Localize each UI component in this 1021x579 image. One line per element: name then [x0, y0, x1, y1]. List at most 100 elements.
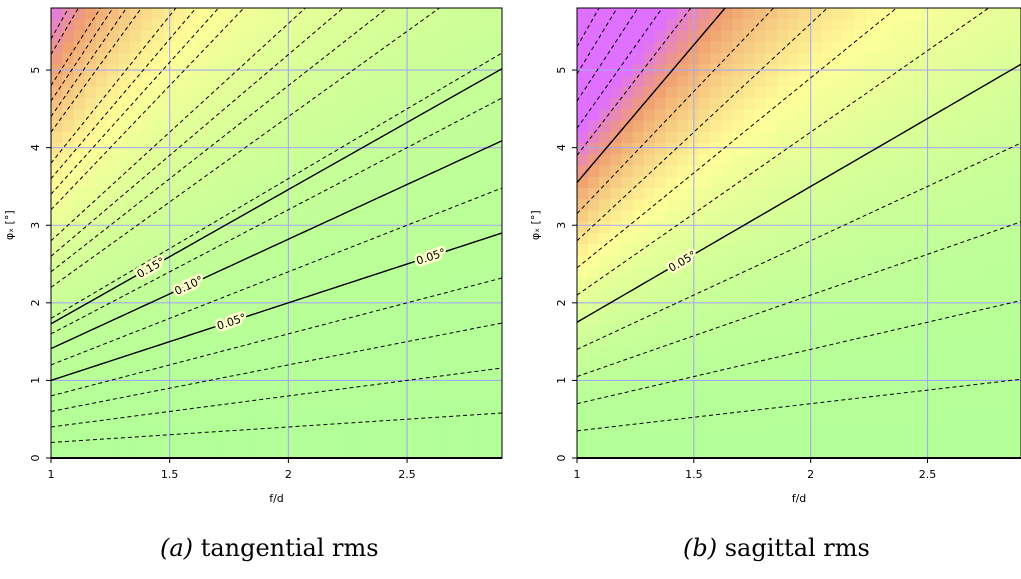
heatmap-cell [776, 131, 789, 144]
heatmap-cell [799, 131, 811, 144]
heatmap-cell [276, 41, 289, 54]
heatmap-cell [821, 233, 833, 245]
heatmap-cell [84, 345, 97, 358]
heatmap-cell [96, 75, 108, 88]
heatmap-cell [987, 53, 1000, 65]
heatmap-cell [876, 8, 889, 20]
heatmap-cell [943, 413, 955, 425]
heatmap-cell [721, 30, 733, 43]
heatmap-cell [898, 289, 911, 302]
heatmap-cell [732, 120, 745, 133]
heatmap-cell [490, 233, 502, 245]
heatmap-cell [468, 413, 481, 425]
heatmap-cell [175, 289, 187, 302]
heatmap-cell [220, 120, 233, 133]
heatmap-cell [776, 199, 789, 212]
heatmap-cell [821, 300, 833, 313]
heatmap-cell [197, 300, 210, 313]
heatmap-cell [710, 75, 722, 88]
heatmap-cell [490, 334, 502, 347]
heatmap-cell [577, 413, 589, 425]
heatmap-cell [887, 98, 900, 110]
y-tick-label: 2 [555, 299, 568, 306]
heatmap-cell [84, 86, 97, 99]
heatmap-cell [854, 86, 867, 99]
heatmap-cell [389, 401, 402, 414]
heatmap-cell [152, 154, 165, 167]
heatmap-cell [643, 109, 656, 122]
heatmap-cell [832, 244, 844, 257]
heatmap-cell [208, 86, 221, 99]
heatmap-cell [152, 199, 165, 212]
heatmap-cell [389, 53, 402, 65]
heatmap-cell [1009, 289, 1021, 302]
heatmap-cell [423, 278, 435, 290]
heatmap-cell [242, 154, 255, 167]
heatmap-cell [197, 244, 210, 257]
heatmap-cell [921, 334, 933, 347]
heatmap-cell [62, 356, 75, 369]
heatmap-cell [832, 435, 844, 448]
heatmap-cell [220, 334, 233, 347]
heatmap-cell [197, 188, 210, 200]
heatmap-cell [242, 379, 255, 392]
y-tick-label: 2 [29, 299, 42, 306]
heatmap-cell [490, 30, 502, 43]
panel-tangential: 0.15°0.10°0.05°0.05°1 1.5 2 2.5012345f/dφₓ … [3, 7, 503, 505]
heatmap-cell [577, 311, 589, 324]
y-tick-label: 4 [29, 144, 42, 151]
heatmap-cell [208, 255, 221, 268]
heatmap-cell [321, 86, 334, 99]
heatmap-cell [490, 176, 502, 189]
heatmap-cell [152, 435, 165, 448]
heatmap-cell [73, 323, 86, 335]
heatmap-cell [599, 188, 611, 200]
heatmap-cell [665, 53, 678, 65]
heatmap-cell [776, 154, 789, 167]
heatmap-cell [344, 109, 357, 122]
heatmap-cell [231, 266, 244, 279]
heatmap-cell [865, 289, 878, 302]
heatmap-cell [141, 19, 154, 32]
heatmap-cell [577, 401, 589, 414]
heatmap-cell [377, 53, 390, 65]
heatmap-cell [898, 255, 911, 268]
heatmap-cell [468, 278, 481, 290]
heatmap-cell [1009, 53, 1021, 65]
heatmap-cell [321, 188, 334, 200]
heatmap-cell [676, 210, 689, 223]
heatmap-cell [976, 41, 989, 54]
heatmap-cell [84, 435, 97, 448]
heatmap-cell [118, 334, 131, 347]
heatmap-cell [220, 131, 233, 144]
heatmap-cell [490, 210, 502, 223]
heatmap-cell [445, 278, 458, 290]
heatmap-cell [665, 345, 678, 358]
heatmap-cell [887, 334, 900, 347]
heatmap-cell [865, 19, 878, 32]
heatmap-cell [299, 98, 311, 110]
heatmap-cell [588, 233, 600, 245]
heatmap-cell [208, 368, 221, 380]
heatmap-cell [479, 311, 492, 324]
heatmap-cell [434, 221, 447, 234]
heatmap-cell [621, 199, 634, 212]
heatmap-cell [643, 300, 656, 313]
heatmap-cell [479, 75, 492, 88]
contour-line-dashed [51, 8, 143, 133]
heatmap-cell [344, 120, 357, 133]
heatmap-cell [377, 345, 390, 358]
heatmap-cell [321, 154, 334, 167]
heatmap-cell [400, 131, 413, 144]
heatmap-cell [208, 379, 221, 392]
heatmap-cell [265, 199, 278, 212]
heatmap-cell [654, 356, 667, 369]
heatmap-cell [355, 75, 368, 88]
heatmap-cell [643, 356, 656, 369]
heatmap-cell [276, 98, 289, 110]
heatmap-cell [231, 143, 244, 155]
heatmap-cell [242, 311, 255, 324]
heatmap-cell [832, 401, 844, 414]
heatmap-cell [743, 86, 756, 99]
heatmap-cell [344, 278, 357, 290]
